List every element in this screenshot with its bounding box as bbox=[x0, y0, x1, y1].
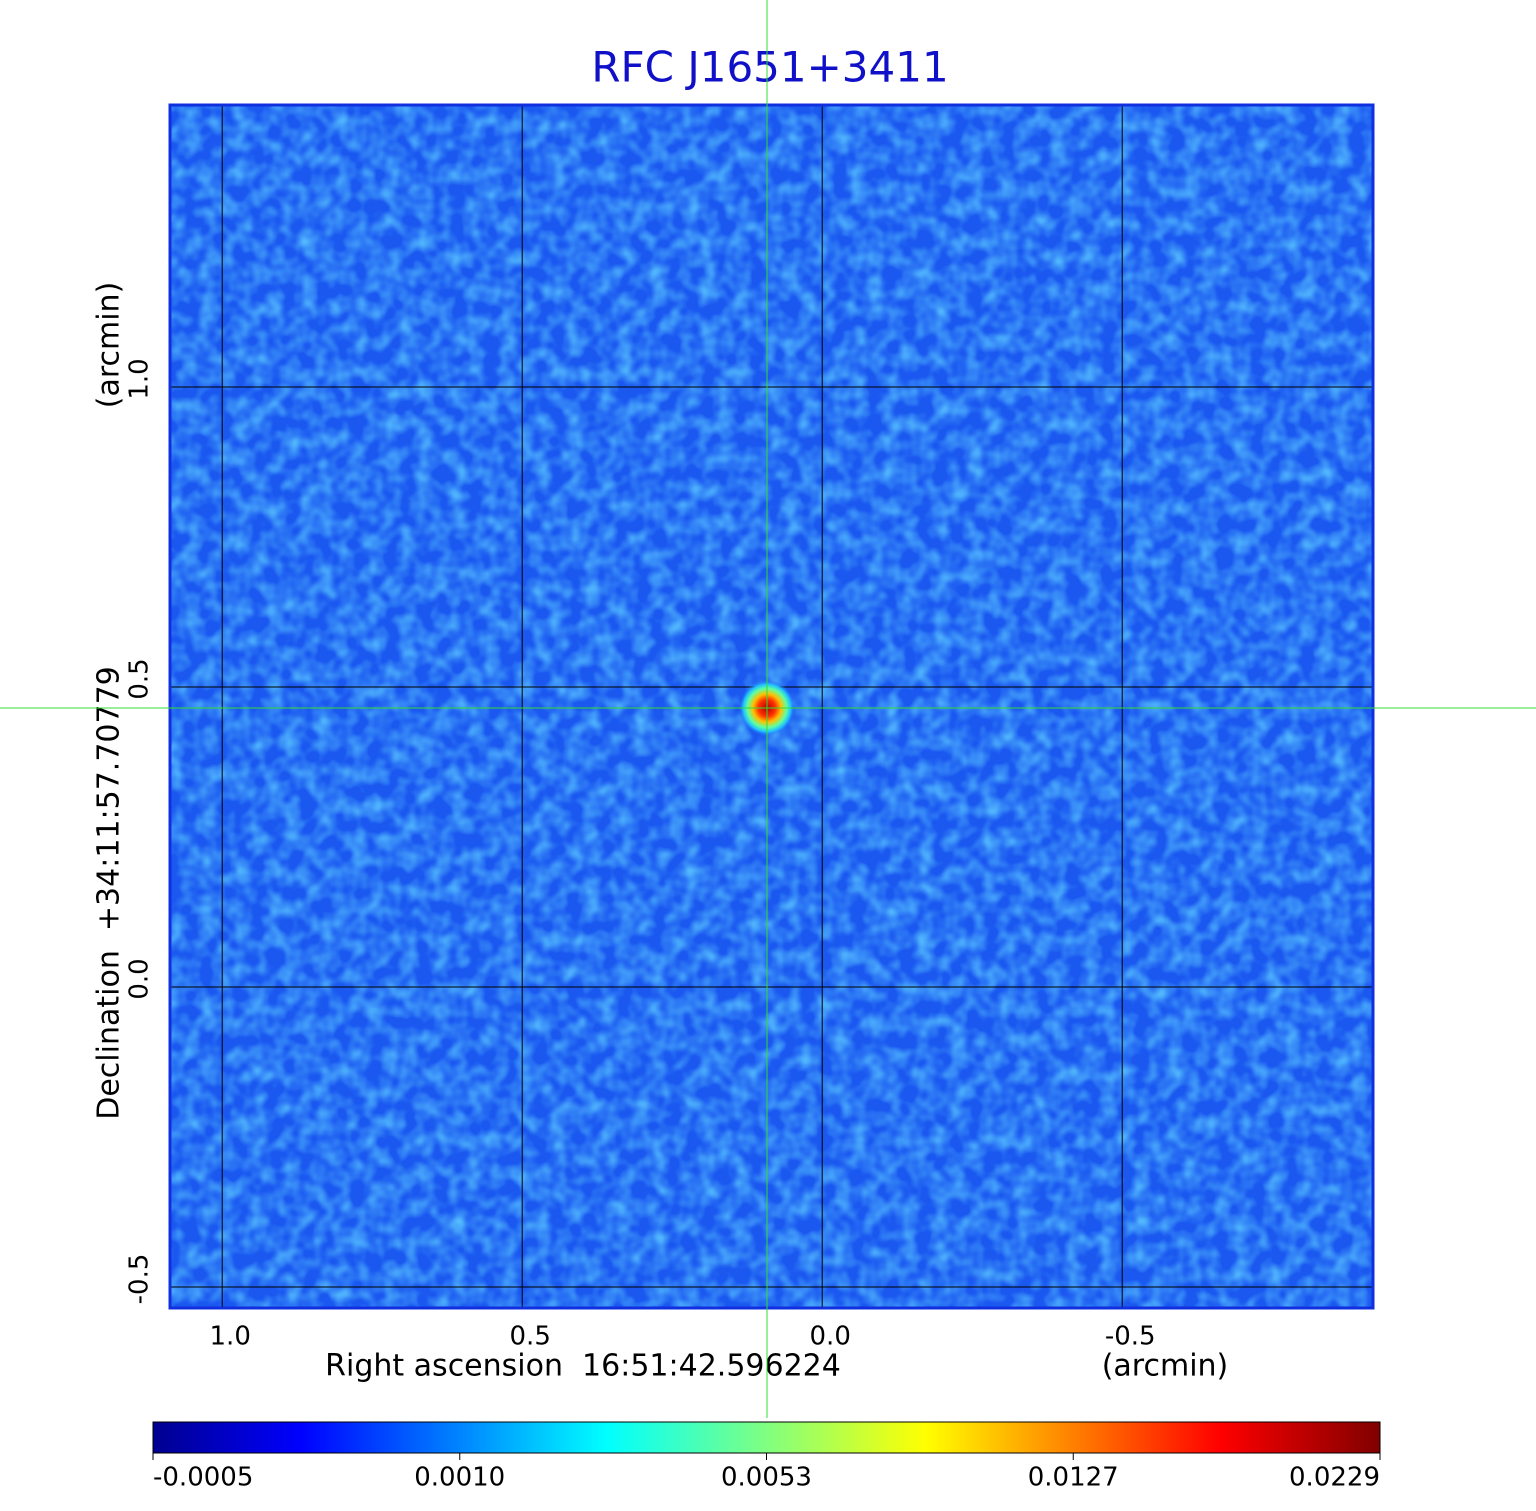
y-tick-label: -0.5 bbox=[125, 1254, 155, 1305]
y-axis-unit: (arcmin) bbox=[92, 282, 127, 409]
x-tick-label: 1.0 bbox=[210, 1322, 251, 1352]
x-tick-label: 0.0 bbox=[810, 1322, 851, 1352]
colorbar-tick-label: 0.0127 bbox=[1028, 1463, 1119, 1493]
chart-title: RFC J1651+3411 bbox=[591, 43, 948, 92]
colorbar-tick-label: 0.0010 bbox=[414, 1463, 505, 1493]
x-tick-label: -0.5 bbox=[1105, 1322, 1156, 1352]
y-axis-label: Declination +34:11:57.70779 bbox=[92, 666, 127, 1120]
colorbar bbox=[152, 1421, 1381, 1454]
colorbar-tick-label: 0.0229 bbox=[1289, 1463, 1380, 1493]
plot-border bbox=[168, 103, 1375, 1310]
colorbar-tick-label: 0.0053 bbox=[721, 1463, 812, 1493]
x-tick-label: 0.5 bbox=[510, 1322, 551, 1352]
colorbar-tick-label: -0.0005 bbox=[153, 1463, 253, 1493]
y-tick-label: 1.0 bbox=[125, 358, 155, 399]
x-axis-label: Right ascension 16:51:42.596224 bbox=[325, 1349, 841, 1384]
x-axis-unit: (arcmin) bbox=[1102, 1349, 1229, 1384]
y-tick-label: 0.5 bbox=[125, 658, 155, 699]
y-tick-label: 0.0 bbox=[125, 958, 155, 999]
